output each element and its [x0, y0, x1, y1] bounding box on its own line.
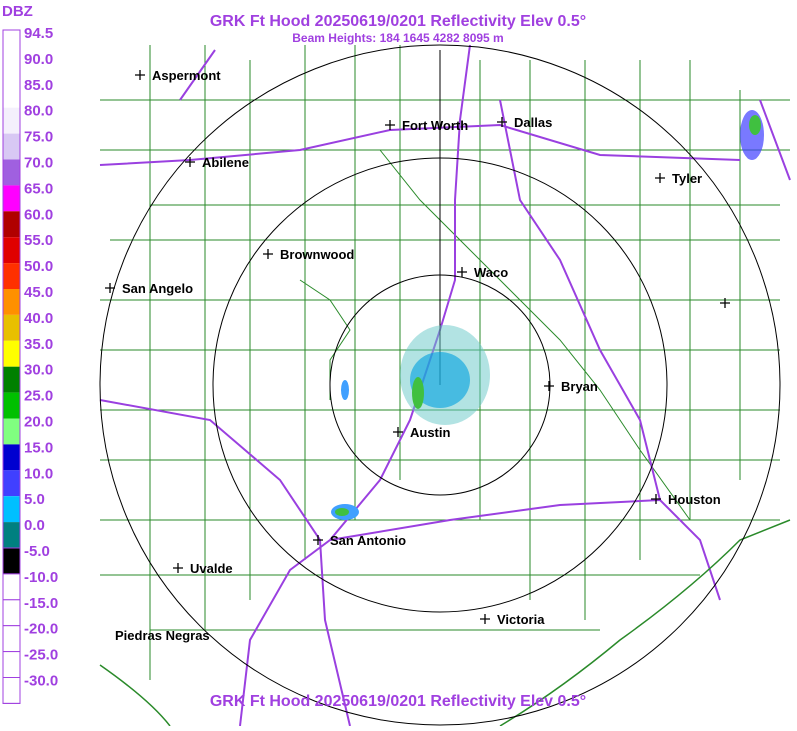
legend-label: 70.0	[24, 155, 53, 172]
legend-swatch	[3, 522, 20, 548]
legend-swatch	[3, 418, 20, 445]
city-label: San Angelo	[122, 281, 193, 296]
city-label: Piedras Negras	[115, 628, 210, 643]
city-label: Uvalde	[190, 561, 233, 576]
subtitle: Beam Heights: 184 1645 4282 8095 m	[292, 31, 503, 45]
legend-label: 55.0	[24, 232, 53, 249]
city-label: Bryan	[561, 379, 598, 394]
legend-swatch	[3, 133, 20, 160]
city-label: Abilene	[202, 155, 249, 170]
city-marker	[173, 563, 183, 573]
legend-label: 35.0	[24, 336, 53, 353]
legend-swatch	[3, 107, 20, 134]
city-marker	[480, 614, 490, 624]
legend-swatch	[3, 159, 20, 186]
legend-label: 40.0	[24, 310, 53, 327]
legend-swatch	[3, 470, 20, 497]
legend-swatch	[3, 444, 20, 471]
city-label: Waco	[474, 265, 508, 280]
footer-title: GRK Ft Hood 20250619/0201 Reflectivity E…	[210, 693, 586, 710]
city-marker	[185, 157, 195, 167]
city-label: Dallas	[514, 115, 552, 130]
legend-label: -5.0	[24, 543, 50, 560]
legend-label: 15.0	[24, 439, 53, 456]
city-marker	[457, 267, 467, 277]
legend-swatch	[3, 340, 20, 367]
county-lines	[100, 45, 790, 680]
legend-swatch	[3, 392, 20, 419]
legend-label: 50.0	[24, 258, 53, 275]
city-label: San Antonio	[330, 533, 406, 548]
city-label: Aspermont	[152, 68, 221, 83]
city-marker	[385, 120, 395, 130]
legend-label: 65.0	[24, 180, 53, 197]
legend-swatch	[3, 30, 20, 56]
legend-title: DBZ	[2, 3, 33, 20]
legend-swatch	[3, 185, 20, 212]
legend-swatch	[2, 547, 21, 575]
legend-label: -10.0	[24, 569, 58, 586]
legend-swatch	[2, 573, 21, 601]
legend-swatch	[3, 211, 20, 238]
legend-label: 45.0	[24, 284, 53, 301]
city-marker	[720, 298, 730, 308]
legend-label: -30.0	[24, 673, 58, 690]
legend-label: 0.0	[24, 517, 45, 534]
legend-frame	[2, 29, 21, 704]
legend-label: 90.0	[24, 51, 53, 68]
city-marker	[393, 427, 403, 437]
city-marker	[105, 283, 115, 293]
legend-label: 75.0	[24, 129, 53, 146]
city-marker	[135, 70, 145, 80]
legend-label: -25.0	[24, 647, 58, 664]
city-label: Victoria	[497, 612, 545, 627]
legend-swatch	[3, 366, 20, 393]
city-marker	[544, 381, 554, 391]
legend-label: 85.0	[24, 77, 53, 94]
legend-swatch	[3, 81, 20, 108]
city-label: Fort Worth	[402, 118, 468, 133]
cities: Aspermont Fort Worth Dallas Abilene Tyler Bro…	[105, 68, 730, 643]
legend-swatch	[2, 625, 21, 653]
legend-label: 60.0	[24, 206, 53, 223]
legend-swatch	[2, 651, 21, 678]
city-label: Austin	[410, 425, 451, 440]
city-marker	[263, 249, 273, 259]
city-label: Houston	[668, 492, 721, 507]
legend-swatch	[2, 599, 21, 627]
city-marker	[651, 494, 661, 504]
legend-label: 30.0	[24, 362, 53, 379]
legend-swatch	[3, 55, 20, 82]
coastline	[99, 519, 791, 727]
legend-swatch	[3, 237, 20, 264]
legend-label: -15.0	[24, 595, 58, 612]
city-label: Tyler	[672, 171, 702, 186]
title: GRK Ft Hood 20250619/0201 Reflectivity E…	[210, 13, 586, 30]
legend-swatch	[3, 263, 20, 289]
legend-swatch	[3, 314, 20, 341]
legend-label: 25.0	[24, 388, 53, 405]
legend-label: 20.0	[24, 414, 53, 431]
legend-label: 5.0	[24, 491, 45, 508]
legend-label: 10.0	[24, 465, 53, 482]
city-marker	[497, 117, 507, 127]
legend-swatch	[2, 677, 21, 704]
legend-label: -20.0	[24, 621, 58, 638]
echoes	[331, 110, 764, 520]
city-marker	[313, 535, 323, 545]
legend-label: 94.5	[24, 25, 53, 42]
city-marker	[655, 173, 665, 183]
legend-swatch	[3, 496, 20, 523]
legend: 94.5 90.0 85.0 80.0 75.0 70.0 65.0 60.0 55.0 50.0…	[2, 25, 58, 704]
legend-label: 80.0	[24, 103, 53, 120]
legend-swatch	[3, 289, 20, 315]
city-label: Brownwood	[280, 247, 354, 262]
